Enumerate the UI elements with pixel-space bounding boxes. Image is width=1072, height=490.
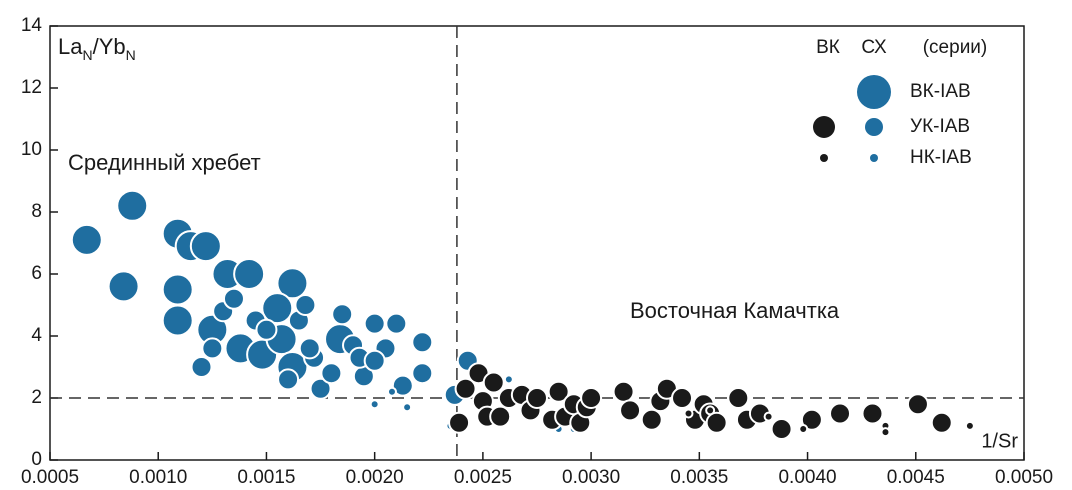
data-point [547,380,570,403]
legend-symbol [865,118,883,136]
y-label-part: N [126,47,136,63]
x-tick-label: 0.0010 [129,467,187,488]
data-point [770,418,793,440]
data-point [298,337,321,360]
legend-symbol [813,116,835,138]
x-tick-label: 0.0035 [670,467,728,488]
x-tick-label: 0.0020 [346,467,404,488]
data-point [161,273,194,306]
data-point [190,356,213,378]
data-point [363,349,386,372]
data-point [619,399,642,422]
x-axis-label: 1/Sr [981,430,1018,452]
data-point [255,318,278,341]
data-point [233,258,266,290]
data-point [391,374,414,397]
data-point [277,368,300,391]
data-point [363,312,386,335]
legend-label: НК-IAB [910,147,972,168]
data-point [201,337,224,360]
data-point [107,270,140,303]
legend-label: УК-IAB [910,116,970,137]
data-point [70,223,103,256]
data-point [705,411,728,434]
data-point [798,424,809,434]
legend-label: ВК-IAB [910,81,971,102]
y-tick-label: 10 [21,139,42,160]
data-point [261,292,294,325]
y-tick-label: 6 [31,263,42,284]
data-point [727,387,750,409]
data-point [294,294,317,316]
annotation: Срединный хребет [68,150,261,175]
legend-symbol [820,154,828,162]
x-tick-label: 0.0045 [887,467,945,488]
data-point [964,420,975,431]
x-tick-label: 0.0025 [454,467,512,488]
legend-header: (серии) [923,37,988,58]
data-point [489,405,512,428]
annotation: Восточная Камачтка [630,298,840,323]
data-point [612,380,635,403]
data-point [454,377,477,400]
y-label-part: La [58,34,83,59]
y-tick-label: 2 [31,387,42,408]
legend-header: СХ [861,37,887,58]
y-tick-label: 4 [31,325,42,346]
data-point [829,402,852,425]
data-point [411,362,434,385]
data-point [411,331,434,354]
data-point [161,304,194,337]
x-tick-label: 0.0040 [778,467,836,488]
y-tick-label: 0 [31,449,42,470]
data-point [800,408,823,431]
y-tick-label: 12 [21,77,42,98]
data-point [369,399,380,410]
y-axis-label: LaN/YbN [58,34,136,63]
data-point [526,387,548,409]
data-point [763,411,774,422]
data-point [880,427,891,438]
data-point [906,393,929,416]
legend-symbol [857,75,891,109]
data-point [671,387,694,409]
data-point [448,411,471,434]
data-point [705,405,716,416]
x-tick-label: 0.0050 [995,467,1053,488]
y-tick-label: 8 [31,201,42,222]
plot-frame [49,25,1025,461]
data-point [189,230,222,263]
data-point [683,408,694,419]
data-point [640,408,663,431]
y-tick-label: 14 [21,15,43,36]
legend-symbol [870,154,878,162]
data-point [503,374,514,385]
x-tick-label: 0.0015 [237,467,295,488]
data-point [309,377,332,400]
data-point [331,303,354,326]
data-point [320,362,343,385]
data-point [861,402,884,425]
data-point [930,411,953,434]
data-point [116,189,149,222]
y-label-part: N [82,47,92,63]
data-point [222,287,245,310]
legend-header: ВК [816,37,840,58]
data-point [385,312,408,335]
data-point [276,267,309,300]
data-point [580,387,603,409]
data-point [402,402,413,413]
y-label-part: /Yb [93,34,126,59]
x-tick-label: 0.0030 [562,467,620,488]
data-point [482,371,505,394]
data-point [386,386,397,397]
x-tick-label: 0.0005 [21,467,79,488]
